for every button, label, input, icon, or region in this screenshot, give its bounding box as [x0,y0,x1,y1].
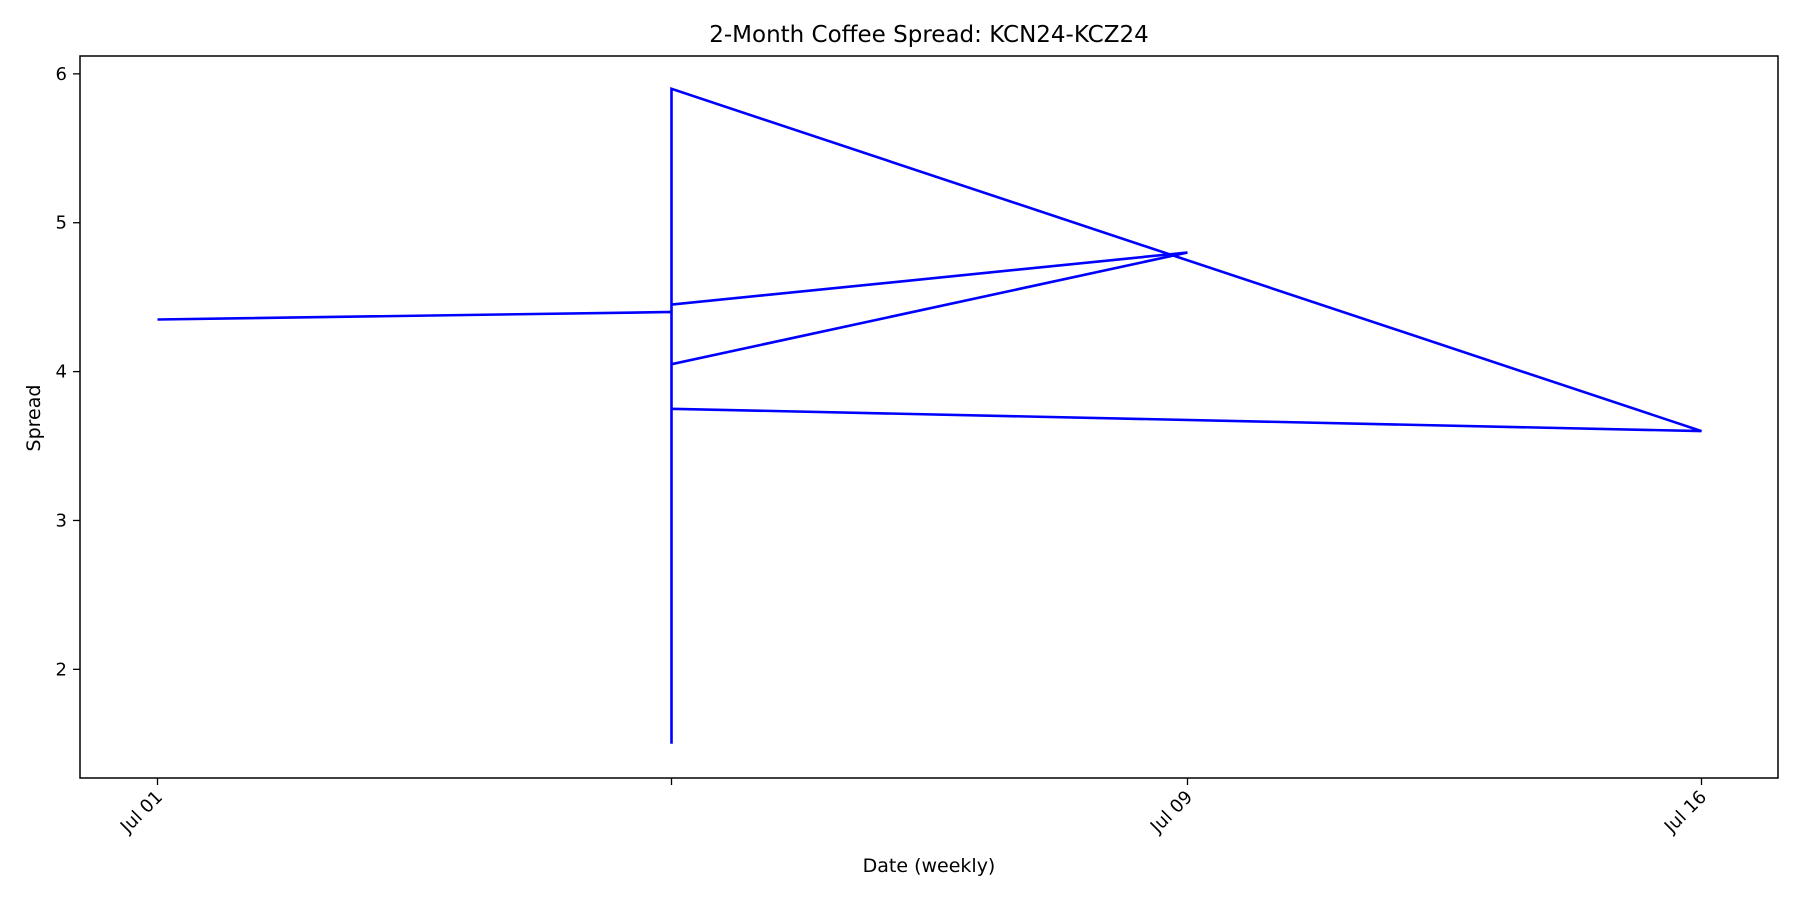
y-tick-label: 6 [56,64,67,85]
y-axis: 2 3 4 5 6 [56,64,80,680]
plot-area [157,86,1702,744]
plot-frame [79,55,1779,779]
chart-title: 2-Month Coffee Spread: KCN24-KCZ24 [709,22,1149,48]
y-tick-label: 4 [56,362,67,383]
y-axis-label: Spread [23,385,45,452]
y-tick-label: 3 [56,510,67,531]
x-axis-label: Date (weekly) [863,855,996,877]
series-line [157,86,1702,744]
y-tick-label: 5 [56,213,67,234]
y-tick-label: 2 [56,659,67,680]
